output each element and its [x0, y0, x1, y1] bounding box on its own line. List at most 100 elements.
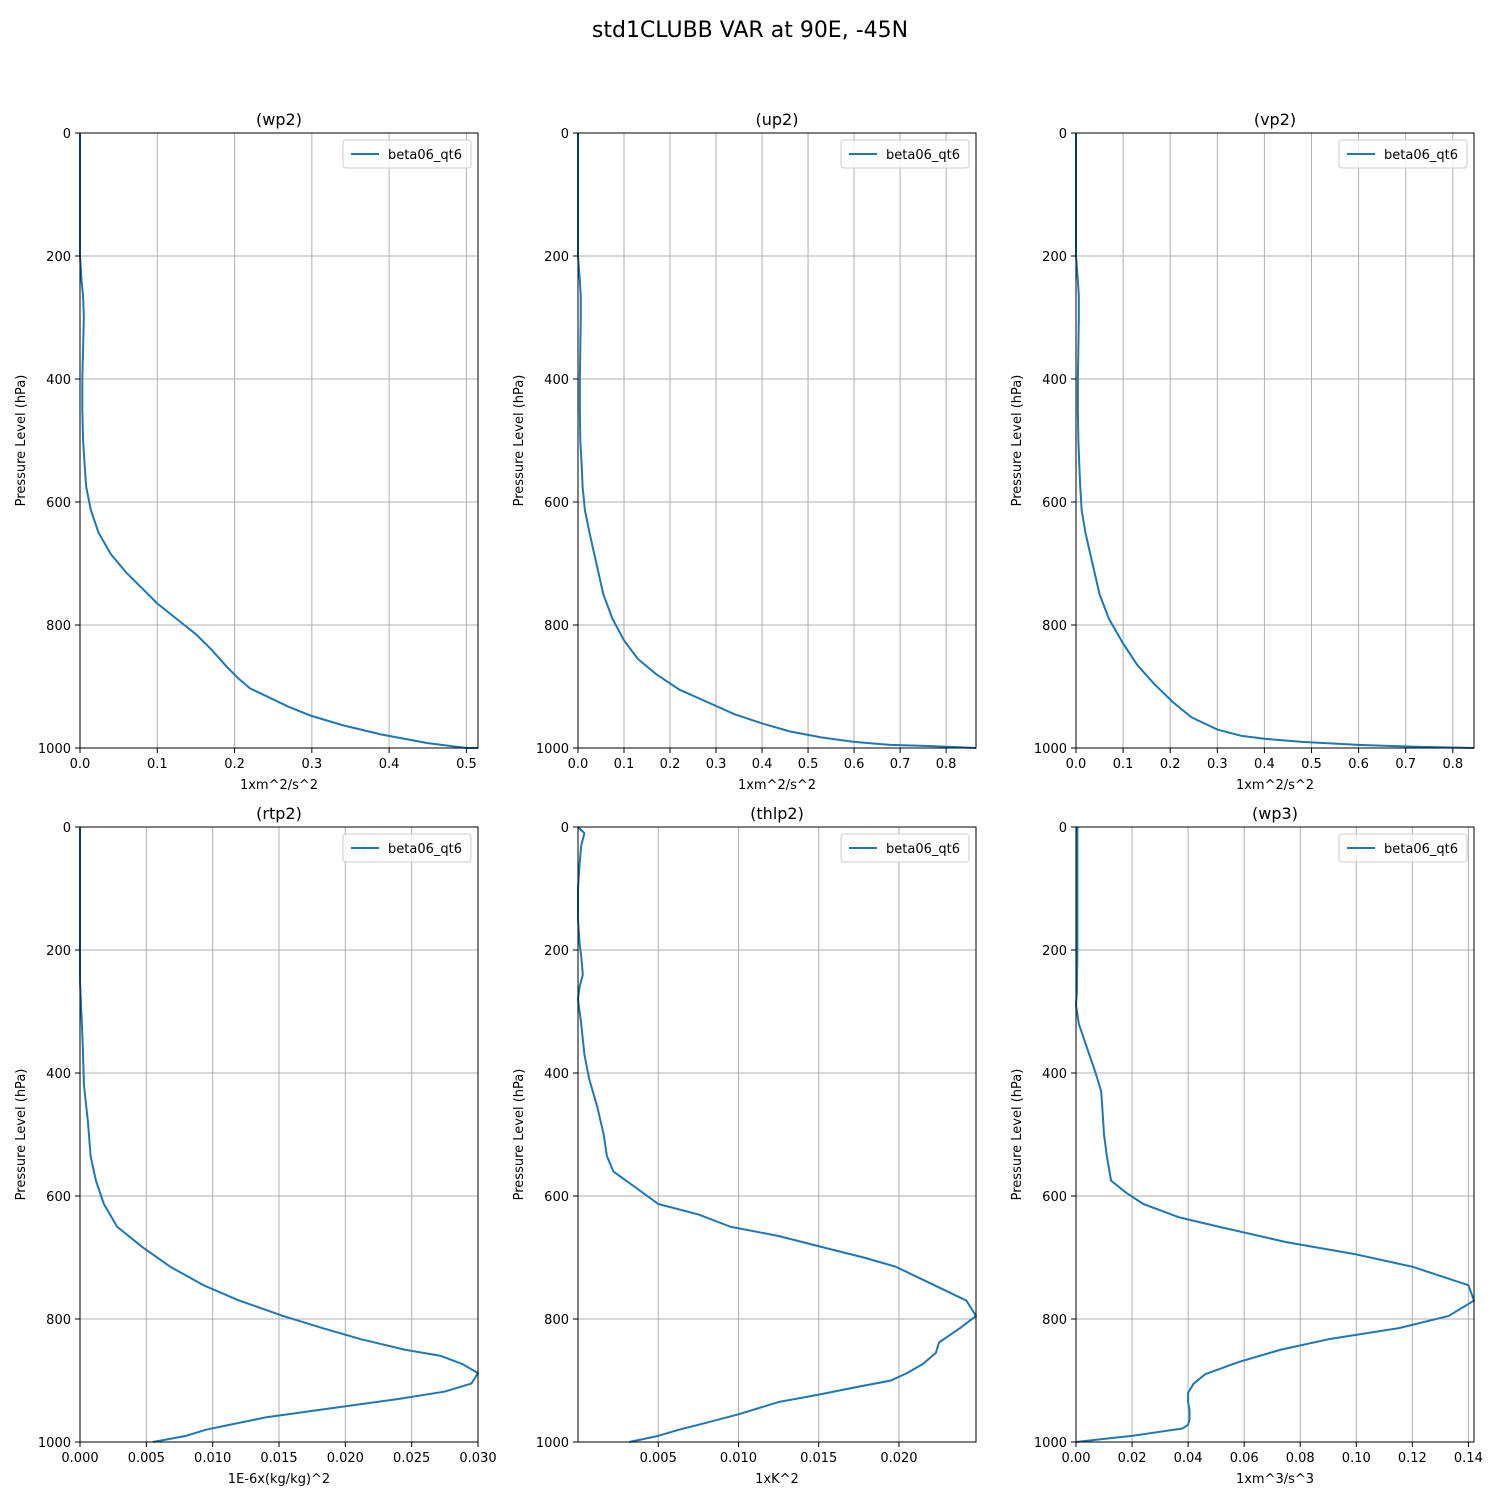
- panel-2: 0.0 0.1 0.2 0.3 0.4 0.5 0.6 0.7 0.8 0 200 400 600 800…: [512, 110, 977, 793]
- x-tick-label: 0.6: [1348, 757, 1369, 772]
- x-tick-label: 0.2: [224, 757, 245, 772]
- x-tick-label: 0.1: [614, 757, 635, 772]
- x-tick-label: 0.08: [1286, 1451, 1315, 1466]
- x-axis-label: 1E-6x(kg/kg)^2: [228, 1472, 330, 1487]
- x-tick-label: 0.025: [393, 1451, 430, 1466]
- axes-frame: [577, 132, 977, 749]
- x-axis-label: 1xK^2: [755, 1472, 799, 1487]
- y-axis-label: Pressure Level (hPa): [1010, 1069, 1025, 1201]
- legend: beta06_qt6: [1338, 139, 1468, 169]
- panel-title: (thlp2): [750, 804, 804, 823]
- x-tick-label: 0.015: [800, 1451, 837, 1466]
- legend-entry: beta06_qt6: [1384, 842, 1458, 857]
- y-tick-label: 800: [1042, 1313, 1067, 1328]
- panel-title: (wp3): [1252, 804, 1298, 823]
- x-tick-label: 0.005: [128, 1451, 165, 1466]
- x-tick-label: 0.04: [1174, 1451, 1203, 1466]
- y-tick-label: 0: [63, 127, 71, 142]
- legend-entry: beta06_qt6: [388, 842, 462, 857]
- x-tick-label: 0.5: [798, 757, 819, 772]
- y-axis-label: Pressure Level (hPa): [1010, 375, 1025, 507]
- x-tick-label: 0.015: [260, 1451, 297, 1466]
- x-tick-label: 0.00: [1062, 1451, 1091, 1466]
- x-tick-label: 0.005: [640, 1451, 677, 1466]
- x-axis-label: 1xm^2/s^2: [1236, 778, 1314, 793]
- figure-suptitle: std1CLUBB VAR at 90E, -45N: [592, 18, 908, 43]
- y-tick-label: 600: [544, 496, 569, 511]
- panel-6: 0.00 0.02 0.04 0.06 0.08 0.10 0.12 0.14 0 200 400 6…: [1010, 804, 1483, 1487]
- y-tick-label: 600: [544, 1190, 569, 1205]
- x-tick-label: 0.7: [890, 757, 911, 772]
- legend: beta06_qt6: [1338, 833, 1468, 863]
- y-tick-label: 200: [46, 250, 71, 265]
- x-tick-label: 0.8: [936, 757, 957, 772]
- y-axis-label: Pressure Level (hPa): [14, 375, 29, 507]
- axes-frame: [577, 826, 977, 1443]
- x-tick-label: 0.030: [459, 1451, 496, 1466]
- x-tick-label: 0.5: [456, 757, 477, 772]
- legend-entry: beta06_qt6: [1384, 148, 1458, 163]
- series-line-beta06_qt6: [79, 827, 479, 1443]
- y-tick-label: 1000: [1034, 742, 1067, 757]
- axes-frame: [1075, 132, 1475, 749]
- panel-title: (rtp2): [256, 804, 302, 823]
- y-tick-label: 200: [1042, 250, 1067, 265]
- y-tick-label: 400: [46, 373, 71, 388]
- y-tick-label: 1000: [38, 1436, 71, 1451]
- legend-box: [840, 139, 970, 169]
- legend-box: [1338, 833, 1468, 863]
- x-tick-label: 0.0: [1066, 757, 1087, 772]
- panel-4: 0.000 0.005 0.010 0.015 0.020 0.025 0.030 0 200 4…: [14, 804, 497, 1487]
- y-tick-label: 400: [1042, 1067, 1067, 1082]
- series-line-beta06_qt6: [79, 133, 478, 749]
- y-tick-label: 400: [46, 1067, 71, 1082]
- y-tick-label: 1000: [536, 1436, 569, 1451]
- x-tick-label: 0.3: [706, 757, 727, 772]
- y-axis-label: Pressure Level (hPa): [512, 1069, 527, 1201]
- axes-frame: [1075, 826, 1475, 1443]
- y-tick-label: 1000: [536, 742, 569, 757]
- y-tick-label: 600: [46, 1190, 71, 1205]
- y-axis-label: Pressure Level (hPa): [14, 1069, 29, 1201]
- x-tick-label: 0.020: [880, 1451, 917, 1466]
- x-tick-label: 0.4: [1254, 757, 1275, 772]
- x-tick-label: 0.10: [1342, 1451, 1371, 1466]
- y-tick-label: 200: [544, 250, 569, 265]
- x-tick-label: 0.02: [1118, 1451, 1147, 1466]
- x-tick-label: 0.12: [1398, 1451, 1427, 1466]
- panel-3: 0.0 0.1 0.2 0.3 0.4 0.5 0.6 0.7 0.8 0 200 400 600 800…: [1010, 110, 1475, 793]
- x-tick-label: 0.2: [660, 757, 681, 772]
- y-tick-label: 800: [544, 1313, 569, 1328]
- legend-box: [342, 139, 472, 169]
- y-tick-label: 0: [1059, 821, 1067, 836]
- x-tick-label: 0.010: [194, 1451, 231, 1466]
- x-tick-label: 0.2: [1160, 757, 1181, 772]
- series-line-beta06_qt6: [1075, 133, 1475, 749]
- legend: beta06_qt6: [840, 833, 970, 863]
- y-tick-label: 200: [1042, 944, 1067, 959]
- axes-frame: [79, 132, 479, 749]
- y-tick-label: 800: [544, 619, 569, 634]
- y-tick-label: 800: [46, 619, 71, 634]
- series-line-beta06_qt6: [577, 133, 977, 749]
- panel-5: 0.005 0.010 0.015 0.020 0 200 400 600 800 1000 (th…: [512, 804, 977, 1487]
- y-tick-label: 400: [1042, 373, 1067, 388]
- y-tick-label: 800: [1042, 619, 1067, 634]
- y-tick-label: 1000: [38, 742, 71, 757]
- series-line-beta06_qt6: [1075, 827, 1475, 1443]
- x-tick-label: 0.3: [302, 757, 323, 772]
- x-axis-label: 1xm^2/s^2: [240, 778, 318, 793]
- y-tick-label: 400: [544, 1067, 569, 1082]
- y-tick-label: 0: [561, 821, 569, 836]
- y-tick-label: 200: [46, 944, 71, 959]
- legend-entry: beta06_qt6: [886, 148, 960, 163]
- y-tick-label: 0: [63, 821, 71, 836]
- x-tick-label: 0.0: [568, 757, 589, 772]
- panels: 0.0 0.1 0.2 0.3 0.4 0.5 0 200 400 600 800 1000 (wp2)…: [14, 110, 1483, 1487]
- x-tick-label: 0.3: [1207, 757, 1228, 772]
- x-axis-label: 1xm^3/s^3: [1236, 1472, 1314, 1487]
- y-tick-label: 800: [46, 1313, 71, 1328]
- x-tick-label: 0.010: [720, 1451, 757, 1466]
- y-axis-label: Pressure Level (hPa): [512, 375, 527, 507]
